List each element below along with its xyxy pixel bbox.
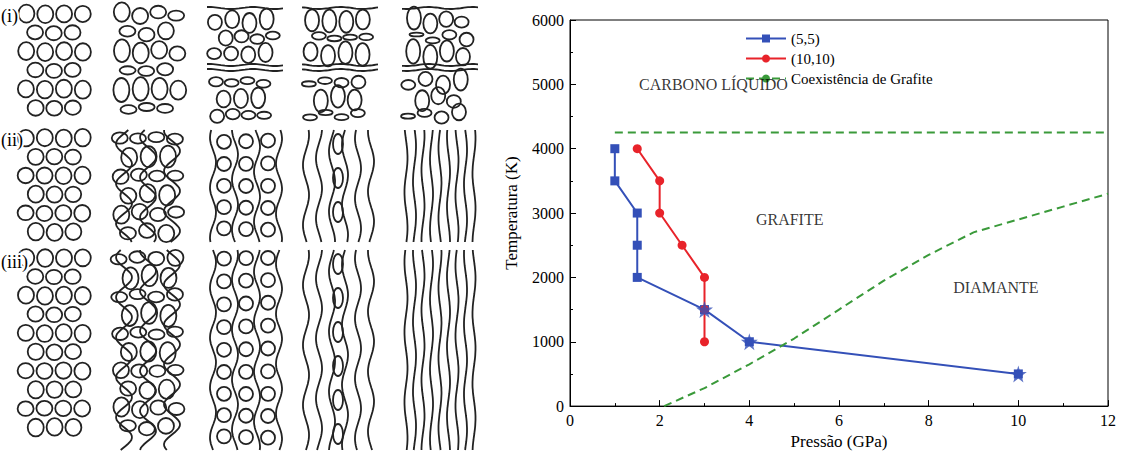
svg-text:3000: 3000 — [532, 205, 564, 222]
svg-text:(ii): (ii) — [1, 130, 23, 151]
svg-text:4000: 4000 — [532, 140, 564, 157]
svg-text:2: 2 — [656, 412, 664, 429]
svg-text:0: 0 — [566, 412, 574, 429]
svg-text:1000: 1000 — [532, 333, 564, 350]
svg-text:(5,5): (5,5) — [791, 31, 820, 48]
svg-text:(iii): (iii) — [1, 252, 28, 273]
svg-text:GRAFITE: GRAFITE — [756, 211, 824, 228]
svg-text:5000: 5000 — [532, 76, 564, 93]
svg-text:Pressão (GPa): Pressão (GPa) — [791, 432, 888, 451]
svg-text:10: 10 — [1010, 412, 1026, 429]
svg-text:(i): (i) — [1, 6, 18, 27]
svg-text:2000: 2000 — [532, 269, 564, 286]
svg-text:6: 6 — [835, 412, 843, 429]
svg-text:(10,10): (10,10) — [791, 51, 835, 68]
svg-text:8: 8 — [925, 412, 933, 429]
svg-text:CARBONO LÍQUIDO: CARBONO LÍQUIDO — [639, 75, 788, 93]
svg-text:DIAMANTE: DIAMANTE — [953, 279, 1038, 296]
svg-text:Temperatura (K): Temperatura (K) — [502, 156, 521, 269]
svg-text:Coexistência de Grafite: Coexistência de Grafite — [791, 71, 933, 87]
svg-text:4: 4 — [745, 412, 753, 429]
svg-text:0: 0 — [556, 398, 564, 415]
svg-text:6000: 6000 — [532, 12, 564, 29]
svg-text:12: 12 — [1100, 412, 1116, 429]
